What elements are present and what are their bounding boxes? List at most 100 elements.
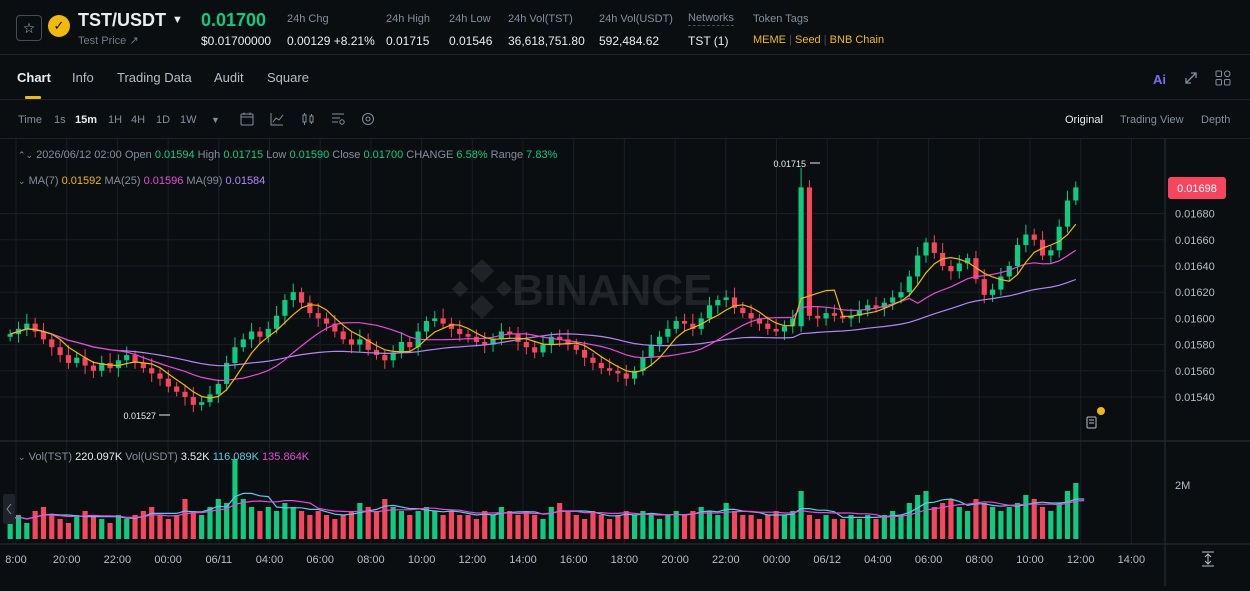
- candle-body: [290, 292, 296, 301]
- price-axis-label: 0.01620: [1175, 287, 1215, 299]
- interval-4h[interactable]: 4H: [131, 114, 146, 126]
- volume-bar: [232, 459, 238, 539]
- ma7-label: MA(7): [28, 175, 59, 187]
- volume-bar: [698, 507, 704, 539]
- target-icon[interactable]: [360, 111, 376, 127]
- volume-bar: [923, 491, 929, 539]
- candlestick-chart[interactable]: BINANCE 0.016800.016600.016400.016200.01…: [0, 139, 1250, 586]
- ma99-label: MA(99): [186, 175, 223, 187]
- time-axis-label: 12:00: [1067, 554, 1095, 566]
- time-axis-label: 00:00: [763, 554, 791, 566]
- candle-body: [298, 292, 305, 303]
- view-original[interactable]: Original: [1065, 114, 1103, 126]
- time-axis: 8:00 20:00 22:00 00:00 06/11 04:00 06:00 08:00 1…: [5, 554, 1145, 566]
- stat-24h-high-label: 24h High: [386, 13, 431, 25]
- tag-bnb-chain[interactable]: BNB Chain: [829, 34, 885, 46]
- ma99-value: 0.01584: [225, 175, 266, 187]
- candle-body: [948, 266, 954, 272]
- view-depth[interactable]: Depth: [1201, 114, 1231, 126]
- tab-chart[interactable]: Chart: [17, 70, 51, 85]
- ma-collapse-icon[interactable]: ⌄: [18, 176, 26, 186]
- interval-1h[interactable]: 1H: [108, 114, 123, 126]
- tab-square[interactable]: Square: [267, 70, 309, 85]
- candle-body: [407, 341, 413, 348]
- volume-bar: [407, 515, 413, 539]
- chart-grid: [0, 139, 1165, 544]
- price-axis-label: 0.01540: [1175, 392, 1215, 404]
- high-value: 0.01715: [223, 149, 264, 161]
- candle-body: [274, 315, 280, 329]
- tab-info[interactable]: Info: [72, 70, 94, 85]
- tag-seed[interactable]: Seed: [794, 34, 821, 46]
- volume-bar: [49, 515, 55, 539]
- interval-time[interactable]: Time: [18, 114, 43, 126]
- candle-body: [49, 339, 55, 348]
- volume-bar: [565, 511, 571, 539]
- volume-bar: [765, 515, 771, 539]
- volume-bar: [82, 511, 88, 539]
- candle-body: [282, 300, 288, 316]
- volume-bar: [473, 519, 479, 539]
- auto-scale-icon[interactable]: [1202, 551, 1214, 567]
- chart-settings-icon[interactable]: [330, 111, 346, 127]
- candle-body: [398, 341, 405, 353]
- volume-bar: [931, 507, 937, 539]
- token-tags-label: Token Tags: [753, 13, 809, 25]
- candle-body: [715, 300, 721, 306]
- candle-body: [465, 334, 471, 337]
- candle-body: [1048, 250, 1054, 256]
- volume-bar: [257, 511, 263, 539]
- test-price-link[interactable]: Test Price ↗: [78, 35, 139, 47]
- volume-bar: [615, 515, 621, 539]
- volume-bar: [632, 515, 638, 539]
- time-axis-label: 18:00: [611, 554, 639, 566]
- interval-15m[interactable]: 15m: [75, 114, 98, 126]
- candle-body: [1073, 187, 1079, 201]
- vol-collapse-icon[interactable]: ⌄: [18, 452, 26, 462]
- candle-body: [665, 328, 671, 337]
- candle-body: [906, 276, 912, 293]
- event-note-icon[interactable]: [1086, 407, 1105, 429]
- candle-type-icon[interactable]: [300, 111, 316, 127]
- price-axis-label: 0.01660: [1175, 235, 1215, 247]
- calendar-icon[interactable]: [239, 111, 255, 127]
- pair-dropdown-caret-icon[interactable]: ▼: [172, 14, 183, 26]
- ai-button[interactable]: Ai: [1153, 72, 1166, 87]
- time-axis-label: 10:00: [1016, 554, 1044, 566]
- volume-bar: [32, 511, 38, 539]
- candle-body: [640, 357, 646, 371]
- view-trading-view[interactable]: Trading View: [1120, 114, 1184, 126]
- legend-collapse-icon[interactable]: ⌃⌄: [18, 150, 34, 160]
- candle-body: [615, 370, 621, 374]
- tab-trading-data[interactable]: Trading Data: [117, 70, 192, 85]
- volume-bar: [149, 507, 155, 539]
- interval-1s[interactable]: 1s: [54, 114, 66, 126]
- volume-bar: [199, 515, 205, 539]
- volume-ma1-line: [10, 492, 1085, 520]
- time-axis-label: 10:00: [408, 554, 436, 566]
- volume-bar: [240, 499, 246, 539]
- tab-audit[interactable]: Audit: [214, 70, 244, 85]
- candle-body: [457, 328, 463, 335]
- interval-1d[interactable]: 1D: [156, 114, 171, 126]
- candle-body: [1056, 226, 1062, 251]
- indicator-chart-icon[interactable]: [269, 111, 285, 127]
- layout-grid-icon[interactable]: [1215, 70, 1231, 86]
- pair-selector[interactable]: TST/USDT: [78, 10, 166, 30]
- candle-body: [332, 323, 338, 332]
- candle-body: [440, 318, 446, 324]
- chart-area[interactable]: BINANCE 0.01680 0.01660 0.01640 0.01620 0.01…: [0, 139, 1250, 586]
- interval-1w[interactable]: 1W: [180, 114, 197, 126]
- favorite-star-icon[interactable]: ☆: [16, 15, 42, 41]
- networks-label[interactable]: Networks: [688, 12, 734, 26]
- volume-bar: [998, 511, 1004, 539]
- volume-bar: [640, 511, 646, 539]
- volume-bar: [457, 515, 463, 539]
- expand-icon[interactable]: [1184, 71, 1198, 85]
- candle-body: [507, 331, 513, 335]
- left-panel-toggle-icon[interactable]: [3, 494, 15, 524]
- volume-bar: [823, 515, 829, 539]
- volume-bar: [906, 503, 912, 539]
- more-intervals-caret-icon[interactable]: ▼: [211, 115, 220, 125]
- tag-meme[interactable]: MEME: [753, 34, 786, 46]
